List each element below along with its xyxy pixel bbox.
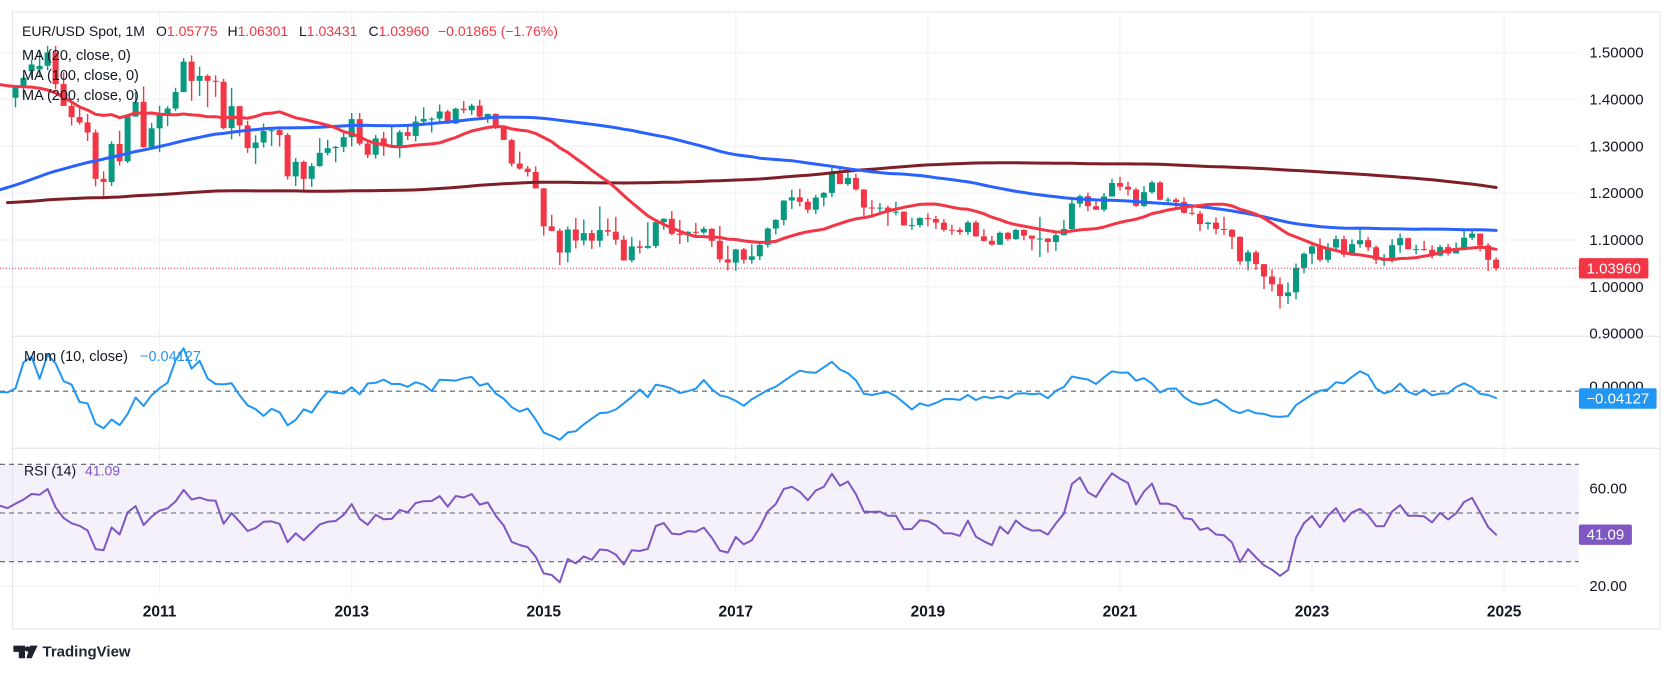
- svg-text:MA (200, close, 0): MA (200, close, 0): [22, 88, 139, 104]
- svg-text:41.09: 41.09: [1587, 527, 1625, 544]
- svg-text:1.30000: 1.30000: [1589, 138, 1643, 155]
- svg-text:MA (100, close, 0): MA (100, close, 0): [22, 68, 139, 84]
- svg-text:2019: 2019: [911, 604, 946, 621]
- svg-text:L: L: [299, 23, 307, 39]
- svg-text:−0.01865 (−1.76%): −0.01865 (−1.76%): [438, 23, 558, 39]
- svg-text:EUR/USD Spot, 1M: EUR/USD Spot, 1M: [22, 23, 145, 39]
- svg-text:20.00: 20.00: [1589, 578, 1627, 595]
- svg-text:C: C: [369, 23, 379, 39]
- svg-text:1.06301: 1.06301: [238, 23, 289, 39]
- svg-text:1.20000: 1.20000: [1589, 185, 1643, 202]
- svg-text:2015: 2015: [526, 604, 561, 621]
- svg-text:1.10000: 1.10000: [1589, 232, 1643, 249]
- svg-text:1.03431: 1.03431: [307, 23, 358, 39]
- svg-text:1.50000: 1.50000: [1589, 45, 1643, 62]
- svg-text:H: H: [228, 23, 238, 39]
- svg-text:0.90000: 0.90000: [1589, 326, 1643, 343]
- svg-text:2025: 2025: [1487, 604, 1522, 621]
- svg-text:2023: 2023: [1295, 604, 1330, 621]
- svg-text:2013: 2013: [334, 604, 369, 621]
- svg-text:2017: 2017: [719, 604, 753, 621]
- svg-text:TradingView: TradingView: [43, 644, 131, 661]
- svg-text:41.09: 41.09: [85, 463, 120, 479]
- svg-text:1.00000: 1.00000: [1589, 279, 1643, 296]
- svg-text:−0.04127: −0.04127: [1586, 391, 1649, 408]
- svg-text:60.00: 60.00: [1589, 481, 1627, 498]
- svg-text:−0.04127: −0.04127: [140, 349, 201, 365]
- svg-text:2021: 2021: [1103, 604, 1138, 621]
- svg-text:1.40000: 1.40000: [1589, 91, 1643, 108]
- svg-text:1.03960: 1.03960: [1587, 260, 1641, 277]
- svg-text:O: O: [156, 23, 167, 39]
- svg-text:RSI (14): RSI (14): [24, 463, 76, 479]
- svg-text:2011: 2011: [143, 604, 177, 621]
- svg-text:MA (20, close, 0): MA (20, close, 0): [22, 48, 131, 64]
- svg-text:1.03960: 1.03960: [379, 23, 430, 39]
- svg-text:Mom (10, close): Mom (10, close): [24, 349, 128, 365]
- svg-text:1.05775: 1.05775: [167, 23, 218, 39]
